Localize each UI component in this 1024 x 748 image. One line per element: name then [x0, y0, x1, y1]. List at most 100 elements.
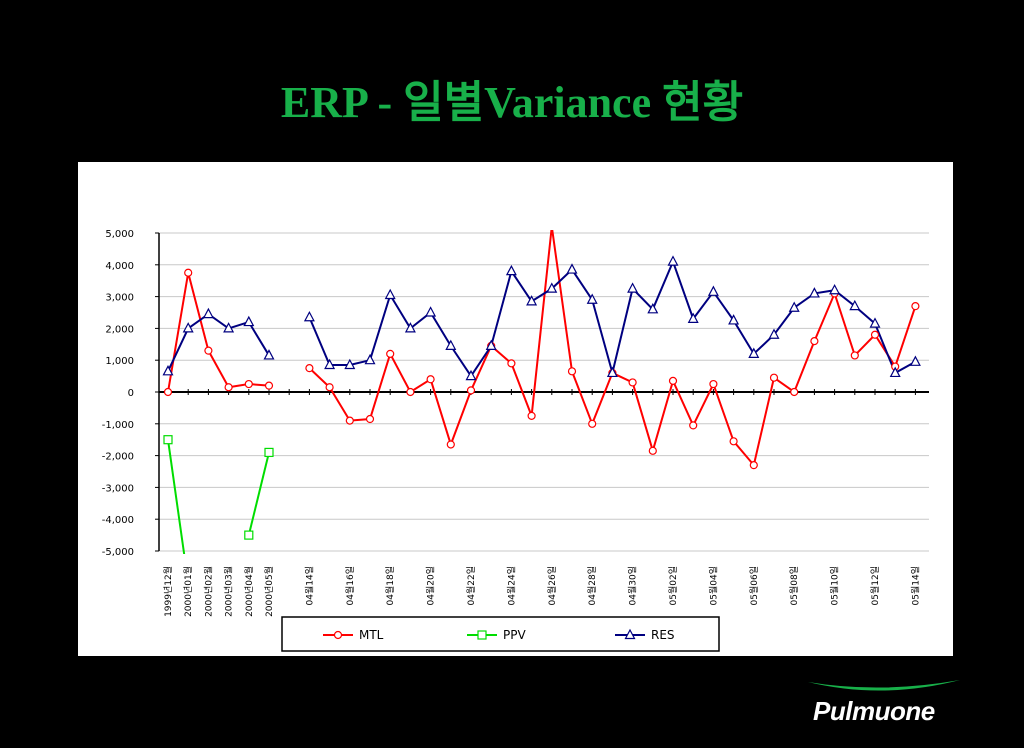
- mtl-point: [749, 461, 758, 470]
- res-point: [687, 312, 699, 323]
- mtl-point: [244, 379, 253, 389]
- x-tick-label: 2000년04월: [243, 566, 255, 617]
- mtl-point: [386, 349, 395, 358]
- mtl-point: [790, 387, 799, 397]
- res-point: [748, 347, 760, 358]
- res-point: [223, 322, 235, 333]
- x-tick-label: 1999년12월: [162, 566, 174, 617]
- chart-panel: 5,000 4,000 3,000 2,000 1,000 0 -1,000 -2,000 -3…: [78, 162, 953, 656]
- mtl-point: [588, 419, 597, 428]
- x-tick-label: 05월06일: [748, 566, 760, 605]
- y-tick-label: 0: [128, 388, 134, 399]
- res-point: [546, 282, 558, 293]
- mtl-point: [810, 337, 819, 346]
- legend-ppv-marker: [477, 630, 487, 640]
- x-tick-label: 04월24일: [505, 566, 517, 605]
- y-tick-label: -5,000: [102, 547, 134, 558]
- x-tick-label: 2000년03월: [223, 566, 235, 617]
- res-point: [788, 301, 800, 312]
- res-point: [243, 315, 255, 327]
- y-tick-label: 1,000: [105, 356, 134, 367]
- res-point: [505, 264, 517, 276]
- variance-line-chart: 5,000 4,000 3,000 2,000 1,000 0 -1,000 -2,000 -3…: [102, 229, 929, 652]
- ppv-line: [167, 439, 186, 554]
- res-point: [728, 314, 740, 325]
- legend-box: [281, 616, 720, 652]
- ppv-point: [264, 447, 274, 458]
- y-tick-label: 4,000: [105, 261, 134, 272]
- res-point: [465, 369, 477, 381]
- x-tick-label: 05월12일: [869, 566, 881, 605]
- res-point: [606, 366, 618, 378]
- mtl-point: [325, 383, 334, 392]
- res-point: [909, 355, 921, 366]
- y-tick-label: -3,000: [102, 483, 134, 494]
- mtl-point: [426, 375, 435, 384]
- x-tick-label: 05월04일: [707, 566, 719, 605]
- x-tick-label: 04월18일: [384, 566, 396, 605]
- mtl-point: [769, 373, 779, 382]
- mtl-point: [224, 383, 233, 392]
- res-point: [849, 299, 861, 311]
- ppv-point: [163, 435, 173, 445]
- res-line: [167, 312, 270, 372]
- slide-title: ERP - 일별Variance 현황: [280, 78, 744, 127]
- res-point: [869, 317, 881, 328]
- mtl-point: [264, 381, 274, 390]
- legend-res-label: RES: [651, 628, 675, 642]
- res-point: [667, 255, 679, 266]
- y-tick-label: 5,000: [105, 229, 134, 240]
- mtl-line: [308, 230, 917, 468]
- logo-text: Pulmuone: [813, 696, 935, 726]
- x-tick-label: 2000년02월: [202, 566, 214, 617]
- legend-ppv-label: PPV: [503, 628, 526, 642]
- x-tick-label: 04월14일: [303, 566, 315, 605]
- mtl-point: [527, 411, 536, 420]
- legend-res-marker: [624, 628, 636, 640]
- res-point: [707, 285, 719, 296]
- ppv-point: [244, 530, 254, 540]
- y-tick-label: 2,000: [105, 324, 134, 335]
- res-point: [526, 295, 538, 306]
- x-tick-label: 04월26일: [546, 566, 558, 605]
- x-tick-label: 04월20일: [425, 566, 437, 605]
- mtl-point: [628, 378, 637, 387]
- mtl-point: [446, 440, 455, 449]
- res-point: [364, 353, 376, 365]
- res-point: [404, 322, 416, 333]
- res-point: [586, 293, 598, 304]
- res-point: [182, 322, 194, 333]
- x-tick-label: 05월10일: [829, 566, 841, 605]
- mtl-point: [163, 387, 173, 397]
- res-point: [485, 339, 497, 350]
- mtl-point: [365, 414, 375, 424]
- mtl-point: [345, 416, 354, 425]
- res-point: [303, 310, 315, 322]
- x-tick-label: 04월28일: [586, 566, 598, 605]
- res-point: [889, 366, 901, 378]
- res-point: [162, 365, 174, 376]
- res-point: [344, 358, 356, 370]
- res-point: [647, 303, 659, 314]
- y-tick-label: -4,000: [102, 515, 134, 526]
- res-point: [324, 358, 336, 370]
- mtl-point: [648, 446, 657, 455]
- mtl-point: [567, 367, 577, 376]
- mtl-point: [466, 386, 476, 395]
- pulmuone-logo: Pulmuone: [800, 676, 970, 732]
- legend-mtl-marker: [333, 630, 343, 640]
- res-point: [808, 287, 820, 298]
- logo-swoosh: [808, 680, 960, 691]
- y-tick-label: -1,000: [102, 420, 134, 431]
- x-tick-label: 2000년01월: [182, 566, 194, 617]
- mtl-point: [709, 379, 718, 389]
- x-tick-label: 05월08일: [788, 566, 800, 605]
- x-tick-label: 04월22일: [465, 566, 477, 605]
- mtl-point: [911, 302, 920, 311]
- res-point: [768, 328, 780, 339]
- ppv-line: [247, 452, 270, 536]
- x-tick-label: 04월16일: [344, 566, 356, 605]
- mtl-point: [184, 268, 193, 277]
- res-point: [829, 283, 841, 295]
- mtl-point: [406, 387, 415, 397]
